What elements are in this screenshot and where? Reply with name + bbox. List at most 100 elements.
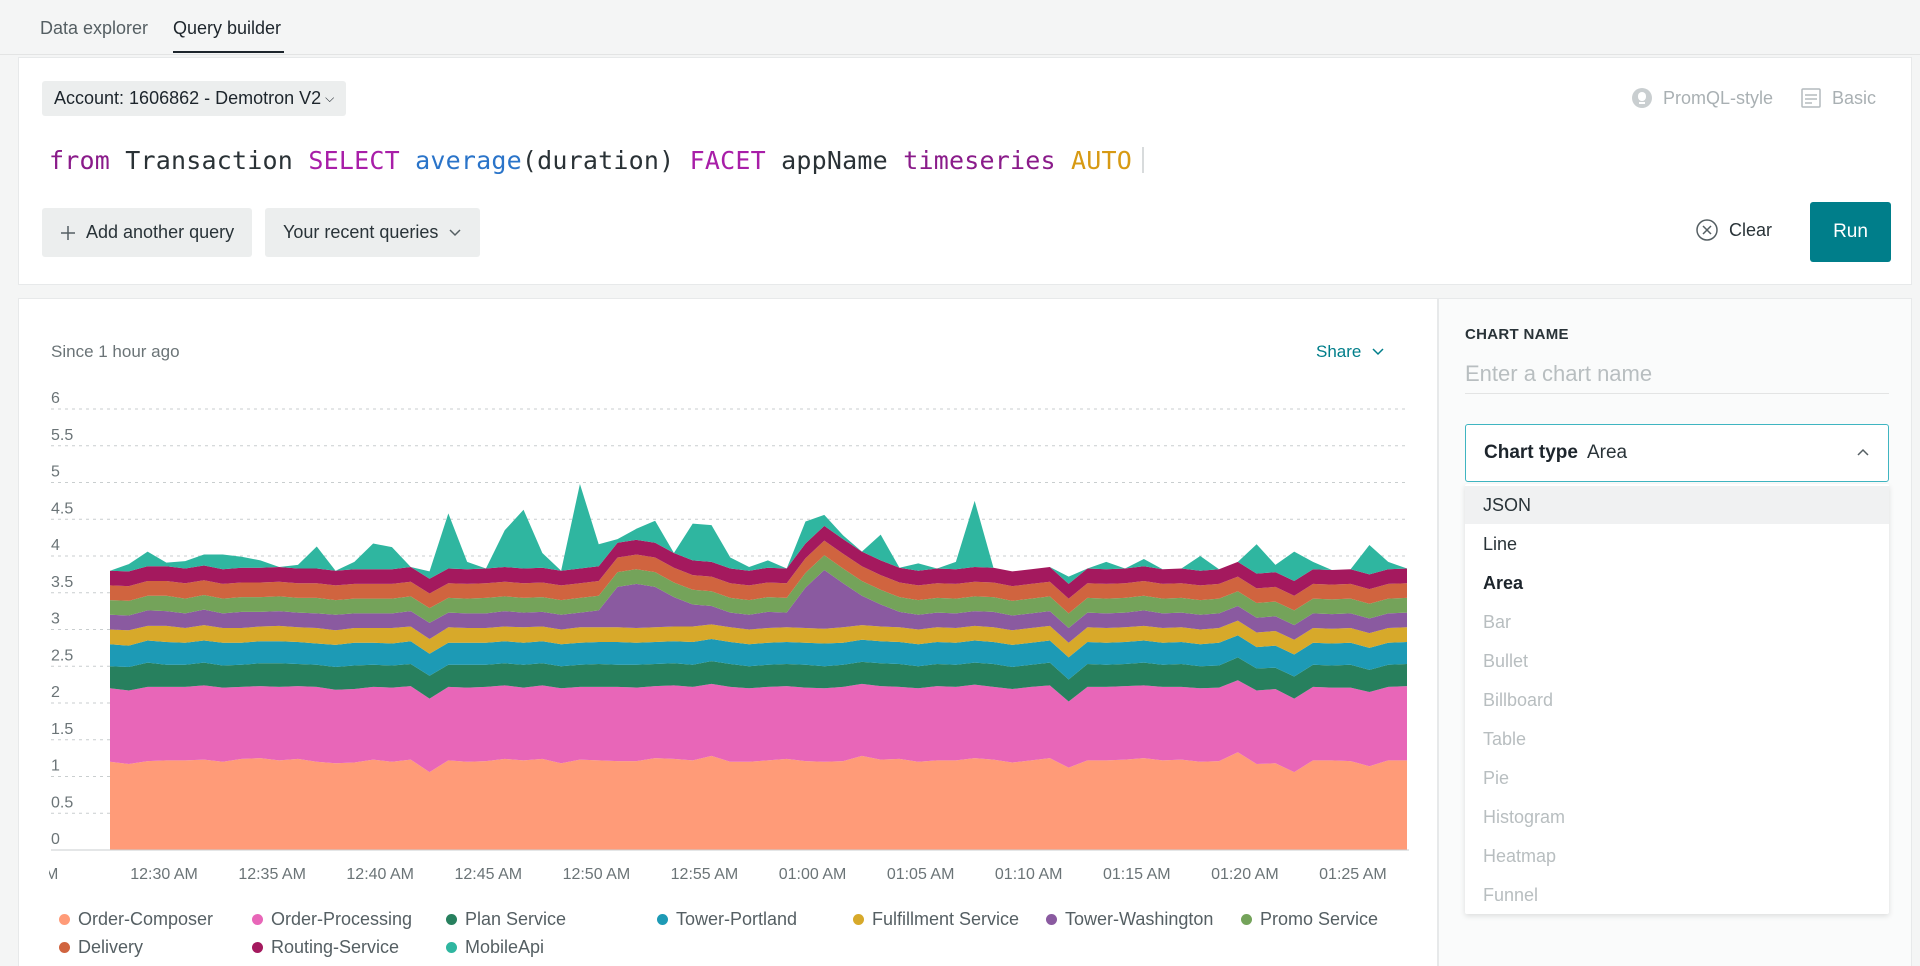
chart-name-label: CHART NAME: [1465, 326, 1569, 343]
chart-type-option-heatmap: Heatmap: [1483, 846, 1557, 866]
chevron-down-icon: ⌵: [325, 91, 335, 105]
legend-swatch: [59, 942, 70, 953]
nrql-keyword: SELECT: [308, 146, 400, 175]
x-tick-label: 12:35 AM: [238, 866, 306, 883]
x-tick-label: 12:40 AM: [346, 866, 414, 883]
nrql-query-editor[interactable]: from Transaction SELECT average(duration…: [49, 146, 1144, 175]
y-tick-label: 3.5: [51, 574, 73, 591]
chart-type-label: Chart type: [1484, 442, 1578, 463]
nrql-keyword: AUTO: [1070, 146, 1132, 175]
chart-type-menu: JSON Line Area Bar Bullet Billboard Table Pie Hi…: [1465, 484, 1889, 914]
area-chart: 00.511.522.533.544.555.56M 12:30 AM 12:35 …: [19, 390, 1409, 889]
series-area-order-composer: [110, 752, 1407, 850]
legend-label: Routing-Service: [271, 937, 400, 957]
recent-queries-label: Your recent queries: [283, 222, 439, 242]
legend-swatch: [1241, 914, 1252, 925]
chart-type-option-line[interactable]: Line: [1483, 534, 1518, 554]
close-circle-icon: [1696, 219, 1718, 241]
series-area-promo-service: [110, 555, 1407, 629]
y-tick-label: 6: [51, 390, 60, 407]
tab-bar: Data explorer Query builder: [0, 0, 1920, 55]
account-selector[interactable]: Account: 1606862 - Demotron V2 ⌵: [42, 81, 347, 116]
legend-item[interactable]: Order-Processing: [252, 909, 412, 930]
text-cursor: [1142, 147, 1144, 173]
legend-label: Fulfillment Service: [872, 909, 1020, 929]
legend-item[interactable]: Fulfillment Service: [853, 909, 1019, 930]
axis-mask: [19, 859, 49, 889]
legend-label: Delivery: [78, 937, 144, 957]
chart-settings-panel: CHART NAME Chart type Area JSON Line Area B…: [1438, 298, 1912, 966]
legend-item[interactable]: Tower-Washington: [1046, 909, 1213, 930]
legend-label: Order-Processing: [271, 909, 413, 929]
clear-button[interactable]: Clear: [1695, 218, 1772, 242]
legend-swatch: [1046, 914, 1057, 925]
promql-icon: [1632, 88, 1652, 108]
y-tick-label: 4.5: [51, 500, 73, 517]
y-tick-label: 0.5: [51, 794, 73, 811]
legend-item[interactable]: Promo Service: [1241, 909, 1378, 930]
chart-type-option-billboard: Billboard: [1483, 690, 1554, 710]
nrql-function: average: [415, 146, 522, 175]
share-button[interactable]: Share: [1316, 342, 1385, 362]
y-tick-label: 1: [51, 758, 60, 775]
add-query-button[interactable]: Add another query: [42, 208, 253, 257]
chart-type-option-bar: Bar: [1483, 612, 1512, 632]
legend-swatch: [252, 942, 263, 953]
chart-type-option-table: Table: [1483, 729, 1527, 749]
legend-item[interactable]: MobileApi: [446, 937, 544, 958]
basic-mode-toggle[interactable]: Basic: [1800, 87, 1876, 109]
x-tick-label: 12:55 AM: [671, 866, 739, 883]
plus-icon: [61, 225, 75, 240]
legend-label: Tower-Portland: [676, 909, 798, 929]
chart-type-option-bullet: Bullet: [1483, 651, 1529, 671]
series-area-tower-washington: [110, 569, 1407, 643]
chevron-down-icon: [449, 228, 461, 236]
series-area-mobileapi: [110, 483, 1407, 584]
run-button[interactable]: Run: [1810, 202, 1891, 262]
x-tick-label: 01:05 AM: [887, 866, 955, 883]
legend-swatch: [853, 914, 864, 925]
clear-label: Clear: [1729, 219, 1773, 240]
chevron-down-icon: [1372, 348, 1384, 356]
y-tick-label: 0: [51, 831, 60, 848]
chart-type-option-funnel: Funnel: [1483, 885, 1539, 905]
promql-mode-toggle[interactable]: PromQL-style: [1631, 87, 1773, 109]
nrql-attribute: appName: [781, 146, 888, 175]
legend-label: Promo Service: [1260, 909, 1379, 929]
x-tick-label: 12:45 AM: [454, 866, 522, 883]
y-tick-label: 3: [51, 611, 60, 628]
legend-item[interactable]: Routing-Service: [252, 937, 399, 958]
chart-type-option-json[interactable]: JSON: [1465, 486, 1889, 524]
x-tick-label: 01:25 AM: [1319, 866, 1387, 883]
x-tick-label: 01:20 AM: [1211, 866, 1279, 883]
x-tick-label: 01:15 AM: [1103, 866, 1171, 883]
query-panel: Account: 1606862 - Demotron V2 ⌵ PromQL-s…: [18, 57, 1912, 285]
legend-item[interactable]: Order-Composer: [59, 909, 213, 930]
add-query-label: Add another query: [86, 222, 235, 242]
x-tick-label: 01:00 AM: [779, 866, 847, 883]
tab-data-explorer[interactable]: Data explorer: [40, 18, 149, 38]
chart-type-select[interactable]: Chart type Area: [1465, 424, 1889, 482]
legend-label: Order-Composer: [78, 909, 214, 929]
series-area-fulfillment-service: [110, 620, 1407, 658]
legend-item[interactable]: Tower-Portland: [657, 909, 797, 930]
x-tick-label: 12:50 AM: [563, 866, 631, 883]
account-label: Account: 1606862 - Demotron V2: [54, 88, 322, 108]
recent-queries-dropdown[interactable]: Your recent queries: [265, 208, 481, 257]
legend-item[interactable]: Delivery: [59, 937, 143, 958]
chart-type-option-histogram: Histogram: [1483, 807, 1566, 827]
legend-swatch: [446, 914, 457, 925]
series-area-plan-service: [110, 657, 1407, 702]
tab-query-builder[interactable]: Query builder: [173, 18, 282, 38]
nrql-keyword: FACET: [689, 146, 766, 175]
series-area-delivery: [110, 540, 1407, 614]
chart-type-value: Area: [1586, 442, 1628, 463]
x-tick-label: 01:10 AM: [995, 866, 1063, 883]
legend-item[interactable]: Plan Service: [446, 909, 566, 930]
y-tick-label: 5: [51, 464, 60, 481]
y-tick-label: 2: [51, 684, 60, 701]
nrql-keyword: from: [49, 146, 111, 175]
chart-type-option-area[interactable]: Area: [1483, 573, 1524, 593]
chart-name-input[interactable]: [1465, 354, 1889, 394]
nrql-argument: (duration): [521, 146, 675, 175]
